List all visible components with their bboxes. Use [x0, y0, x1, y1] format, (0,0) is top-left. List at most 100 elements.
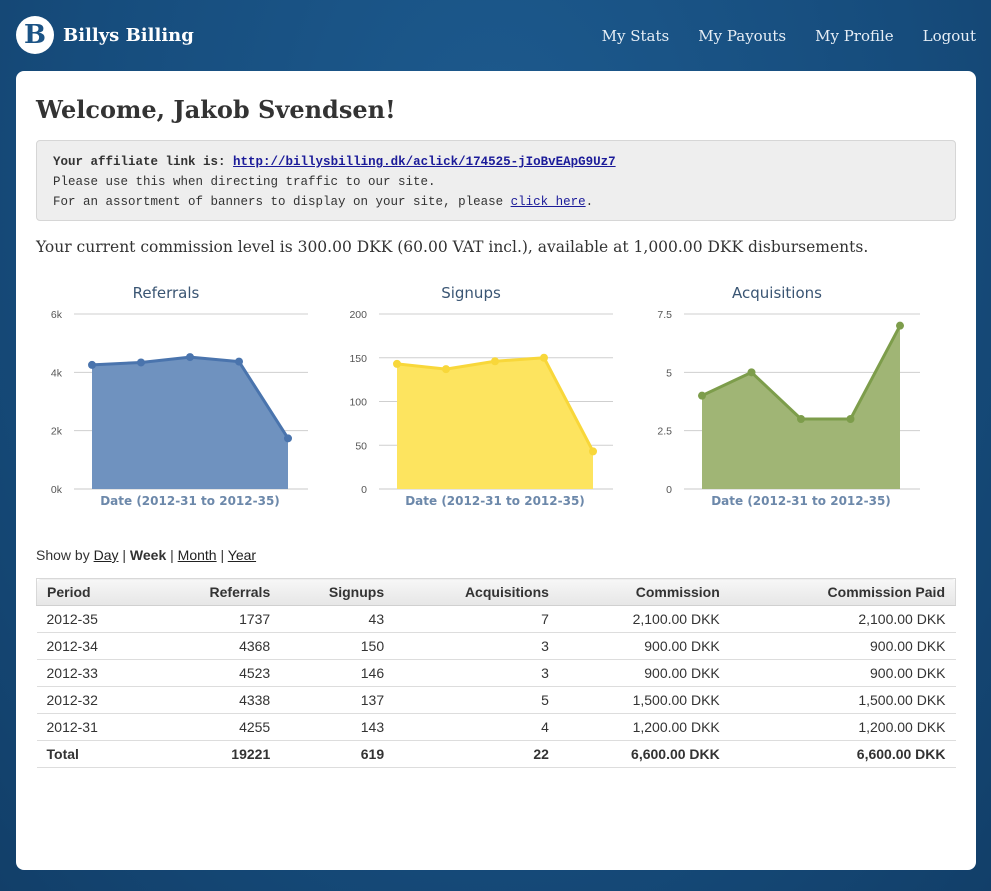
acquisitions-chart-plot: 0 2.5 5 7.5 Date (2012-31 to 2012-35) — [657, 309, 920, 508]
logo-icon: B — [16, 16, 54, 54]
cell-period: 2012-32 — [36, 686, 125, 714]
show-by-month-link[interactable]: Month — [177, 547, 217, 563]
total-signups: 619 — [280, 740, 395, 768]
col-referrals[interactable]: Referrals — [124, 578, 281, 606]
y-tick-label: 2k — [51, 426, 63, 438]
table-row: 2012-32 4338 137 5 1,500.00 DKK 1,500.00… — [36, 686, 956, 714]
chart-title: Acquisitions — [732, 284, 822, 302]
cell-signups: 43 — [280, 605, 395, 633]
data-point — [393, 359, 401, 368]
show-by-label: Show by — [36, 547, 90, 563]
y-tick-label: 0 — [666, 484, 672, 496]
brand[interactable]: B Billys Billing — [16, 16, 194, 54]
affiliate-usage-text: Please use this when directing traffic t… — [53, 175, 436, 189]
cell-acquisitions: 5 — [394, 686, 559, 714]
data-point — [589, 447, 597, 456]
table-row: 2012-35 1737 43 7 2,100.00 DKK 2,100.00 … — [36, 605, 956, 633]
cell-commission: 900.00 DKK — [558, 659, 730, 687]
cell-acquisitions: 4 — [394, 713, 559, 741]
nav-logout[interactable]: Logout — [922, 27, 976, 45]
col-signups[interactable]: Signups — [280, 578, 395, 606]
data-point — [698, 391, 706, 400]
cell-referrals: 4255 — [124, 713, 281, 741]
cell-period: 2012-34 — [36, 632, 125, 660]
y-tick-label: 200 — [349, 309, 367, 321]
x-axis-label: Date (2012-31 to 2012-35) — [100, 494, 280, 508]
signups-chart: Signups 0 50 100 150 200 Date (2012-31 to 201… — [323, 279, 619, 514]
brand-name: Billys Billing — [63, 24, 194, 46]
cell-period: 2012-33 — [36, 659, 125, 687]
signups-chart-plot: 0 50 100 150 200 Date (2012-31 to 2012-35) — [349, 309, 613, 508]
table-row: 2012-31 4255 143 4 1,200.00 DKK 1,200.00… — [36, 713, 956, 741]
show-by-year-link[interactable]: Year — [227, 547, 257, 563]
col-period[interactable]: Period — [36, 578, 125, 606]
nav-my-stats[interactable]: My Stats — [601, 27, 670, 45]
chart-title: Referrals — [132, 284, 200, 302]
y-tick-label: 6k — [51, 309, 63, 321]
data-point — [797, 415, 805, 423]
cell-acquisitions: 3 — [394, 632, 559, 660]
y-tick-label: 100 — [349, 397, 367, 409]
cell-commission: 1,500.00 DKK — [558, 686, 730, 714]
x-axis-label: Date (2012-31 to 2012-35) — [711, 494, 891, 508]
main-nav: My Stats My Payouts My Profile Logout — [573, 27, 976, 45]
cell-acquisitions: 7 — [394, 605, 559, 633]
cell-acquisitions: 3 — [394, 659, 559, 687]
content-panel: Welcome, Jakob Svendsen! Your affiliate … — [16, 71, 976, 870]
show-by-day-link[interactable]: Day — [93, 547, 119, 563]
affiliate-info-box: Your affiliate link is: http://billysbil… — [36, 140, 956, 221]
total-referrals: 19221 — [124, 740, 281, 768]
data-point — [896, 321, 904, 330]
total-commission-paid: 6,600.00 DKK — [729, 740, 956, 768]
affiliate-link[interactable]: http://billysbilling.dk/aclick/174525-jI… — [233, 155, 616, 169]
y-tick-label: 7.5 — [657, 309, 672, 321]
series-area — [92, 357, 288, 489]
data-point — [284, 434, 292, 443]
affiliate-link-line: Your affiliate link is: http://billysbil… — [53, 152, 939, 172]
data-point — [88, 360, 96, 369]
series-area — [702, 325, 900, 489]
cell-commission: 2,100.00 DKK — [558, 605, 730, 633]
stats-table: Period Referrals Signups Acquisitions Co… — [36, 578, 956, 768]
data-point — [491, 357, 499, 366]
cell-signups: 150 — [280, 632, 395, 660]
total-acquisitions: 22 — [394, 740, 559, 768]
col-commission[interactable]: Commission — [558, 578, 730, 606]
cell-referrals: 1737 — [124, 605, 281, 633]
cell-commission-paid: 900.00 DKK — [729, 632, 956, 660]
show-by-selector: Show by Day | Week | Month | Year — [36, 547, 257, 563]
cell-referrals: 4368 — [124, 632, 281, 660]
cell-commission-paid: 2,100.00 DKK — [729, 605, 956, 633]
y-tick-label: 4k — [51, 367, 63, 379]
y-tick-label: 50 — [355, 440, 367, 452]
data-point — [137, 358, 145, 367]
data-point — [747, 368, 756, 377]
table-row: 2012-34 4368 150 3 900.00 DKK 900.00 DKK — [36, 632, 956, 660]
table-row: 2012-33 4523 146 3 900.00 DKK 900.00 DKK — [36, 659, 956, 687]
show-by-week-current: Week — [129, 547, 167, 563]
nav-my-profile[interactable]: My Profile — [815, 27, 894, 45]
cell-commission: 1,200.00 DKK — [558, 713, 730, 741]
chart-title: Signups — [441, 284, 501, 302]
nav-my-payouts[interactable]: My Payouts — [698, 27, 787, 45]
page-title: Welcome, Jakob Svendsen! — [36, 95, 396, 124]
cell-commission-paid: 900.00 DKK — [729, 659, 956, 687]
banners-line: For an assortment of banners to display … — [53, 192, 939, 212]
banners-click-here-link[interactable]: click here — [510, 195, 586, 209]
x-axis-label: Date (2012-31 to 2012-35) — [405, 494, 585, 508]
total-label: Total — [36, 740, 125, 768]
data-point — [235, 357, 243, 366]
data-point — [846, 415, 855, 423]
cell-period: 2012-35 — [36, 605, 125, 633]
col-commission-paid[interactable]: Commission Paid — [729, 578, 956, 606]
table-total-row: Total 19221 619 22 6,600.00 DKK 6,600.00… — [36, 740, 956, 768]
data-point — [442, 365, 450, 374]
banners-suffix: . — [585, 195, 594, 209]
col-acquisitions[interactable]: Acquisitions — [394, 578, 559, 606]
series-area — [397, 357, 593, 489]
cell-signups: 143 — [280, 713, 395, 741]
data-point — [540, 353, 548, 362]
cell-period: 2012-31 — [36, 713, 125, 741]
commission-level-text: Your current commission level is 300.00 … — [36, 238, 869, 256]
y-tick-label: 0k — [51, 484, 63, 496]
